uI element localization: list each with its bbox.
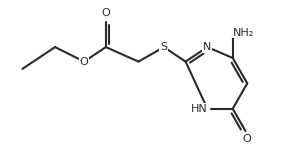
Text: HN: HN (190, 104, 207, 114)
Text: O: O (102, 8, 110, 18)
Text: O: O (243, 134, 252, 144)
Text: N: N (203, 42, 212, 52)
Text: NH₂: NH₂ (233, 28, 254, 38)
Text: O: O (80, 57, 88, 67)
Text: S: S (160, 42, 167, 52)
